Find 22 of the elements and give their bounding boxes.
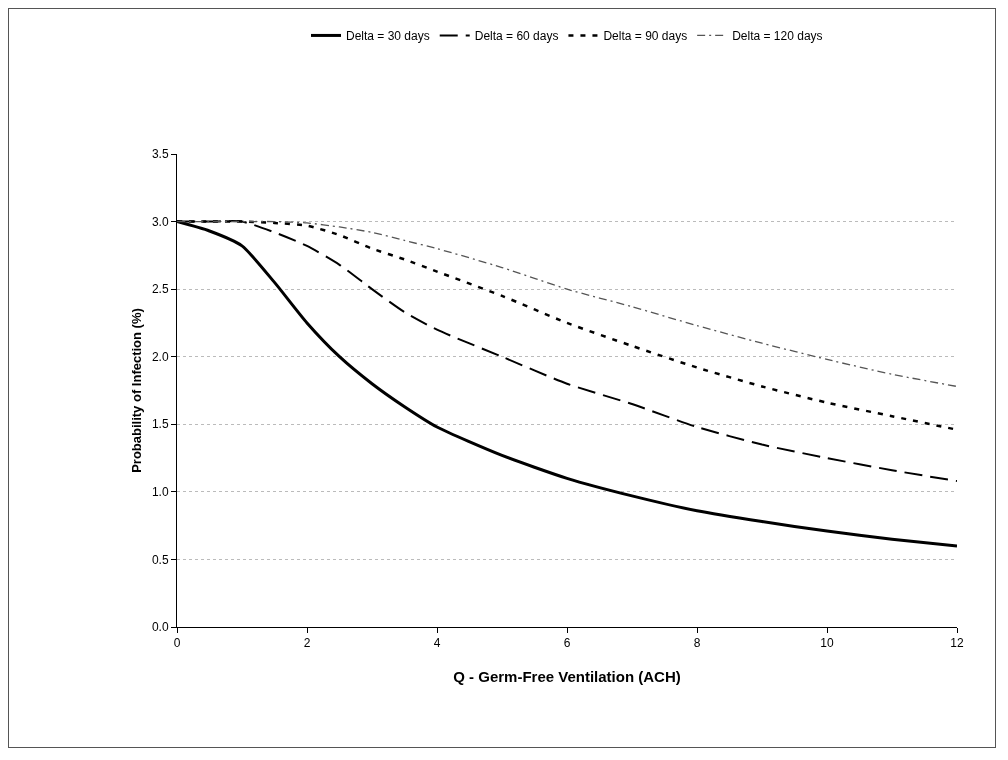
y-tick-label: 0.5 bbox=[151, 552, 169, 567]
y-tick-label: 3.5 bbox=[151, 147, 169, 162]
x-tick-label: 8 bbox=[693, 636, 701, 651]
y-tick-label: 0.0 bbox=[151, 620, 169, 635]
y-tick-label: 2.0 bbox=[151, 349, 169, 364]
legend-label: Delta = 120 days bbox=[732, 29, 823, 44]
legend-label: Delta = 30 days bbox=[346, 29, 430, 44]
legend-label: Delta = 60 days bbox=[474, 29, 559, 44]
x-tick-label: 6 bbox=[563, 636, 571, 651]
x-tick-label: 2 bbox=[303, 636, 311, 651]
y-tick-label: 1.0 bbox=[151, 485, 169, 500]
y-tick-label: 3.0 bbox=[151, 214, 169, 229]
y-tick-label: 2.5 bbox=[151, 282, 169, 297]
y-tick-label: 1.5 bbox=[151, 417, 169, 432]
x-axis-title: Q - Germ-Free Ventilation (ACH) bbox=[453, 668, 681, 685]
line-series bbox=[177, 220, 957, 388]
y-axis-title: Probability of Infection (%) bbox=[129, 308, 144, 473]
x-tick-label: 4 bbox=[433, 636, 441, 651]
legend-label: Delta = 90 days bbox=[603, 29, 688, 44]
x-tick-label: 0 bbox=[173, 636, 181, 651]
x-tick-label: 12 bbox=[950, 636, 964, 651]
x-tick-label: 10 bbox=[820, 636, 834, 651]
